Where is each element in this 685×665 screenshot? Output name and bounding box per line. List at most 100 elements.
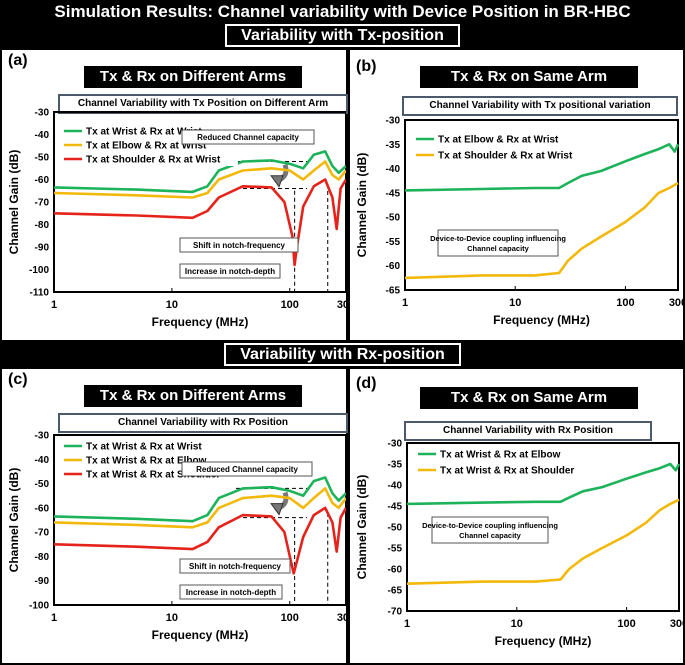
x-tick-label-b-0: 1	[402, 297, 408, 309]
y-tick-label-a-6: -90	[35, 243, 50, 254]
y-axis-label-d: Channel Gain (dB)	[355, 475, 369, 580]
legend-bg-d	[416, 445, 606, 479]
x-tick-label-c-3: 300	[337, 612, 346, 624]
x-tick-label-a-0: 1	[51, 299, 57, 311]
panel-d: (d) Tx & Rx on Same Arm Channel Variabil…	[348, 367, 685, 665]
y-tick-label-d-2: -40	[388, 481, 403, 492]
legend-label-c-1: Tx at Wrist & Rx at Elbow	[86, 456, 207, 467]
y-tick-label-d-8: -70	[388, 607, 403, 618]
y-tick-label-b-0: -30	[386, 116, 401, 127]
plot-frame-d	[406, 442, 680, 612]
y-tick-label-a-3: -60	[35, 175, 50, 186]
section-rx-label: Variability with Rx-position	[224, 343, 461, 366]
legend-label-c-2: Tx at Wrist & Rx at Shoulder	[86, 470, 220, 481]
y-tick-label-c-1: -40	[35, 455, 50, 466]
y-tick-label-c-5: -80	[35, 552, 50, 563]
panel-b-subtitle: Channel Variability with Tx positional v…	[402, 96, 678, 116]
y-tick-label-d-3: -45	[388, 502, 403, 513]
section-tx-label: Variability with Tx-position	[225, 24, 460, 47]
annotation-box-c-2	[179, 584, 283, 600]
x-axis-label-a: Frequency (MHz)	[152, 315, 249, 329]
x-tick-label-b-2: 100	[616, 297, 634, 309]
panel-a-header: Tx & Rx on Different Arms	[84, 66, 302, 88]
y-tick-label-a-0: -30	[35, 108, 50, 119]
annotation-box-a-0	[181, 129, 315, 145]
plot-frame-a	[53, 111, 346, 293]
panel-d-subtitle: Channel Variability with Rx Position	[404, 421, 652, 441]
panel-b-letter: (b)	[356, 58, 377, 75]
annotation-box-a-1	[179, 237, 299, 253]
y-tick-label-d-5: -55	[388, 544, 403, 555]
x-tick-label-b-1: 10	[509, 297, 521, 309]
annotation-text-b-0: Device-to-Device coupling influencing Cha…	[430, 234, 566, 253]
y-tick-label-b-7: -65	[386, 286, 401, 297]
series-line-a-1	[53, 160, 346, 199]
y-tick-label-a-8: -110	[30, 288, 50, 299]
y-tick-label-b-3: -45	[386, 188, 401, 199]
y-axis-label-c: Channel Gain (dB)	[7, 468, 21, 573]
chart-b: -30 -35 -40 -45 -50 -55 -60 -651 10 100 300 Frequen…	[355, 116, 683, 328]
annotation-text-a-1: Shift in notch-frequency	[193, 241, 286, 250]
section-rx-bar: Variability with Rx-position	[0, 342, 685, 367]
legend-label-a-2: Tx at Shoulder & Rx at Wrist	[86, 155, 221, 166]
y-tick-label-d-1: -35	[388, 460, 403, 471]
y-tick-label-c-4: -70	[35, 528, 50, 539]
x-tick-label-d-3: 300	[670, 618, 683, 630]
y-tick-label-a-1: -40	[35, 130, 50, 141]
series-line-c-1	[53, 487, 346, 529]
y-tick-label-b-4: -50	[386, 213, 401, 224]
annotation-text-c-0: Reduced Channel capacity	[196, 465, 298, 474]
x-tick-label-b-3: 300	[669, 297, 683, 309]
panel-c-letter: (c)	[8, 371, 28, 388]
annotation-text-d-0: Device-to-Device coupling influencing Cha…	[422, 521, 558, 540]
y-tick-label-c-3: -60	[35, 503, 50, 514]
x-axis-label-c: Frequency (MHz)	[152, 628, 249, 642]
x-tick-label-c-0: 1	[51, 612, 57, 624]
y-tick-label-a-2: -50	[35, 153, 50, 164]
legend-label-d-1: Tx at Wrist & Rx at Shoulder	[440, 466, 574, 477]
x-axis-label-b: Frequency (MHz)	[493, 313, 590, 327]
x-tick-label-a-3: 300	[337, 299, 346, 311]
annotation-box-a-2	[179, 263, 281, 279]
panel-c: (c) Tx & Rx on Different Arms Channel Va…	[0, 367, 348, 665]
y-tick-label-a-4: -70	[35, 198, 50, 209]
legend-label-a-1: Tx at Elbow & Rx at Wrist	[86, 141, 207, 152]
series-line-a-0	[53, 150, 346, 194]
y-tick-label-d-6: -60	[388, 565, 403, 576]
legend-label-b-1: Tx at Shoulder & Rx at Wrist	[438, 151, 573, 162]
annotation-text-c-1: Shift in notch-frequency	[189, 562, 282, 571]
x-tick-label-d-2: 100	[617, 618, 635, 630]
annotation-box-c-0	[181, 461, 313, 477]
reduce-arrowhead-a	[270, 175, 284, 188]
series-line-d-0	[406, 462, 681, 506]
section-tx-bar: Variability with Tx-position	[0, 23, 685, 48]
legend-label-b-0: Tx at Elbow & Rx at Wrist	[438, 135, 559, 146]
y-tick-label-b-1: -35	[386, 140, 401, 151]
annotation-box-c-1	[179, 558, 291, 574]
plot-frame-c	[53, 434, 346, 606]
x-axis-label-d: Frequency (MHz)	[495, 634, 592, 648]
plot-frame-b	[404, 119, 679, 291]
legend-bg-b	[414, 130, 594, 164]
y-tick-label-d-7: -65	[388, 586, 403, 597]
series-line-c-0	[53, 476, 346, 523]
y-tick-label-d-4: -50	[388, 523, 403, 534]
x-tick-label-a-1: 10	[166, 299, 178, 311]
panel-d-letter: (d)	[356, 375, 377, 392]
y-tick-label-c-0: -30	[35, 431, 50, 442]
series-line-b-1	[404, 181, 679, 280]
x-tick-label-a-2: 100	[281, 299, 299, 311]
annotation-text-a-2: Increase in notch-depth	[185, 267, 275, 276]
x-tick-label-c-1: 10	[166, 612, 178, 624]
y-tick-label-a-7: -100	[29, 265, 49, 276]
y-tick-label-d-0: -30	[388, 439, 403, 450]
y-tick-label-c-2: -50	[35, 479, 50, 490]
series-line-d-1	[406, 498, 680, 585]
annotation-text-a-0: Reduced Channel capacity	[197, 133, 299, 142]
y-tick-label-c-7: -100	[29, 601, 49, 612]
series-line-b-0	[404, 143, 680, 192]
figure-title: Simulation Results: Channel variability …	[0, 0, 685, 23]
y-tick-label-a-5: -80	[35, 220, 50, 231]
